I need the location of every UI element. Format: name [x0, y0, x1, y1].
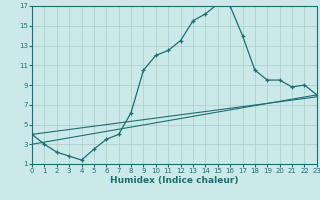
X-axis label: Humidex (Indice chaleur): Humidex (Indice chaleur) [110, 176, 239, 185]
